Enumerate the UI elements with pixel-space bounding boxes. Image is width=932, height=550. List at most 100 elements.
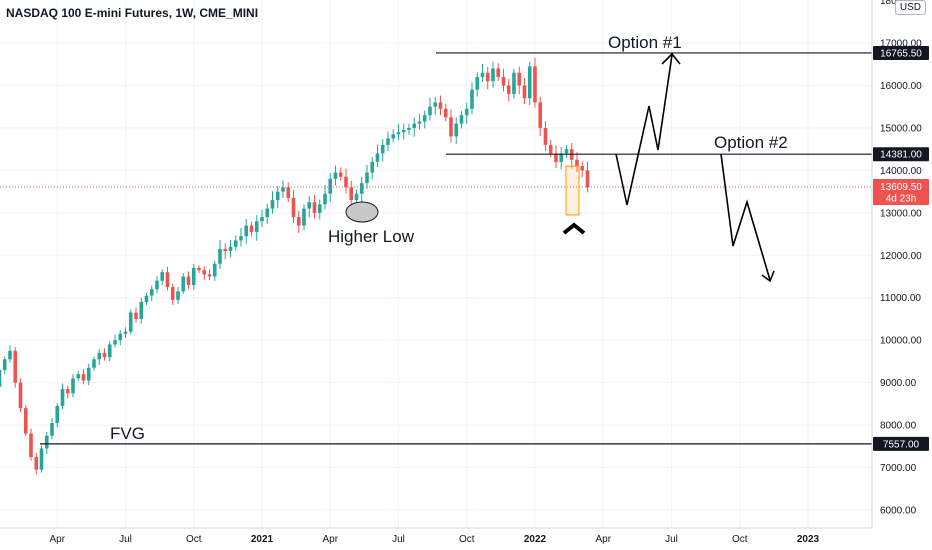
- candle-body: [160, 272, 165, 281]
- candle-body: [212, 263, 217, 277]
- level-price-tag-label: 7557.00: [883, 439, 920, 450]
- candle-body: [134, 312, 138, 319]
- candle-body: [491, 68, 495, 82]
- candle-body: [449, 117, 453, 137]
- x-tick-label: Jul: [665, 534, 678, 545]
- level-price-tag-label: 16765.50: [880, 48, 922, 59]
- candle-body: [575, 159, 579, 167]
- option1-path: [615, 54, 673, 206]
- candle-body: [312, 202, 317, 213]
- candle-body: [548, 144, 553, 154]
- candle-body: [244, 225, 249, 237]
- candle-body: [107, 344, 112, 358]
- x-tick-label: Jul: [392, 534, 405, 545]
- candle-body: [0, 369, 2, 387]
- candle-body: [538, 102, 543, 128]
- candle-body: [286, 187, 291, 198]
- candle-body: [186, 276, 191, 285]
- candle-body: [291, 197, 296, 218]
- candle-body: [176, 291, 180, 300]
- price-axis[interactable]: 6000.00 7000.00 8000.00 9000.00 10000.00 1100…: [871, 0, 932, 550]
- y-tick-label: 10000.00: [880, 336, 922, 347]
- x-tick-label: Oct: [186, 534, 202, 545]
- x-tick-label: Jul: [119, 534, 132, 545]
- candle-body: [149, 289, 154, 296]
- candle-body: [344, 176, 348, 188]
- current-price-tag-label: 13609.50: [880, 182, 922, 193]
- candle-body: [18, 382, 23, 409]
- x-tick-label: Apr: [595, 534, 611, 545]
- candle-body: [475, 76, 480, 90]
- candle-body: [281, 187, 285, 192]
- candle-body: [39, 448, 44, 470]
- candle-body: [197, 268, 201, 271]
- candle-body: [323, 193, 327, 205]
- candle-body: [396, 132, 401, 135]
- x-tick-label: Apr: [49, 534, 65, 545]
- y-tick-label: 8000.00: [880, 421, 917, 432]
- level-price-tag: [873, 147, 929, 162]
- candle-body: [391, 134, 396, 139]
- y-tick-label: 13000.00: [880, 208, 922, 219]
- candlestick-series: [0, 57, 590, 475]
- candle-body: [375, 153, 380, 162]
- candle-body: [223, 248, 228, 252]
- candle-body: [128, 312, 133, 332]
- currency-label[interactable]: USD: [894, 0, 926, 15]
- time-axis[interactable]: Apr Jul Oct 2021 Apr Jul Oct 2022 Apr Jul Oct 2023: [0, 527, 872, 545]
- grid-lines: [0, 0, 872, 528]
- candle-body: [249, 225, 254, 232]
- y-tick-label: 11000.00: [880, 293, 921, 304]
- x-tick-label: Oct: [459, 534, 475, 545]
- option1-arrowhead: [661, 52, 681, 65]
- candle-body: [23, 408, 28, 434]
- candle-body: [428, 106, 432, 116]
- y-tick-label: 7000.00: [880, 463, 917, 474]
- level-price-tag: [873, 45, 929, 60]
- candle-body: [65, 389, 70, 394]
- candle-body: [218, 248, 222, 264]
- candle-body: [207, 274, 212, 277]
- projection-drawings: Option #1 Option #2 Higher Low FVG: [110, 33, 788, 443]
- candle-body: [13, 350, 18, 383]
- candle-body: [580, 166, 585, 171]
- candle-body: [97, 352, 102, 360]
- candle-body: [501, 76, 506, 86]
- candle-body: [233, 240, 238, 247]
- x-tick-label: 2022: [524, 534, 547, 545]
- current-price-tag: [873, 178, 929, 205]
- candle-body: [564, 149, 569, 154]
- candle-body: [34, 456, 39, 470]
- candle-body: [123, 331, 128, 334]
- candle-body: [170, 287, 175, 300]
- y-tick-label: 16000.00: [880, 81, 922, 92]
- y-tick-label: 9000.00: [880, 378, 917, 389]
- candle-body: [29, 433, 33, 457]
- candle-body: [585, 170, 590, 188]
- candle-body: [118, 333, 123, 341]
- candle-body: [265, 208, 270, 218]
- candle-body: [260, 217, 264, 222]
- candle-body: [401, 130, 406, 133]
- y-tick-label: 17000.00: [880, 39, 922, 50]
- horizontal-levels: [0, 52, 872, 445]
- chart-title: NASDAQ 100 E-mini Futures, 1W, CME_MINI: [6, 6, 259, 20]
- candle-body: [144, 295, 149, 302]
- candle-body: [438, 102, 443, 109]
- level-price-tag-label: 14381.00: [880, 150, 922, 161]
- candle-body: [60, 389, 65, 406]
- candle-body: [86, 367, 91, 381]
- candle-body: [228, 246, 233, 252]
- candle-body: [359, 183, 364, 194]
- candle-body: [76, 374, 81, 379]
- candle-body: [365, 172, 369, 184]
- candle-body: [113, 340, 117, 345]
- candle-body: [443, 108, 448, 118]
- candle-body: [522, 85, 527, 99]
- x-tick-label: 2021: [251, 534, 274, 545]
- candle-body: [307, 202, 312, 209]
- candle-body: [328, 178, 333, 194]
- highlight-box: [565, 165, 580, 216]
